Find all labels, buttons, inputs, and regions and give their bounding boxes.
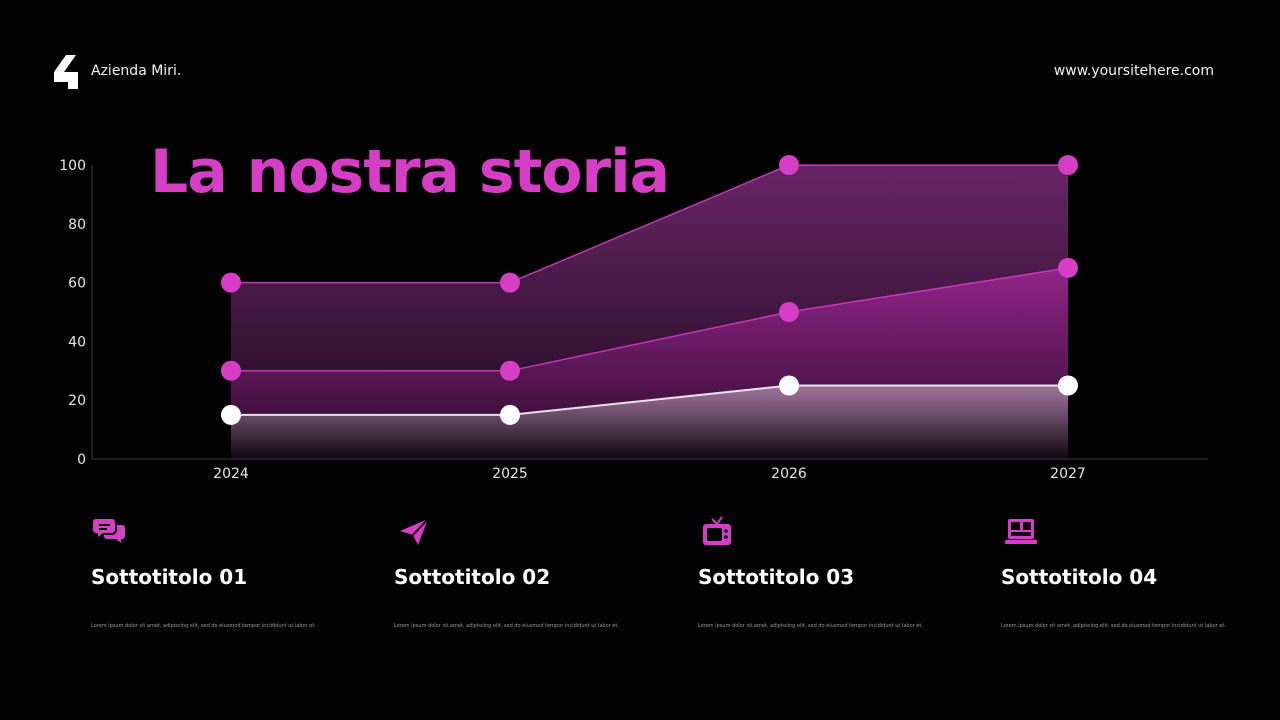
- x-tick-label: 2027: [1050, 466, 1086, 482]
- series-1-line: [231, 164, 1068, 284]
- paper-plane-icon: [400, 518, 429, 545]
- series-3-line: [231, 384, 1068, 416]
- series-2-line: [231, 267, 1069, 372]
- series-2-point[interactable]: [221, 360, 241, 381]
- features-section: Sottotitolo 01 Lorem ipsum dolor sit ame…: [0, 515, 1280, 645]
- video-call-icon: [1005, 519, 1037, 544]
- chat-bubbles-icon: [93, 519, 125, 543]
- x-tick-label: 2024: [213, 466, 249, 482]
- series-1-point[interactable]: [779, 155, 799, 175]
- y-tick-label: 100: [59, 158, 86, 174]
- y-tick-label: 40: [68, 334, 86, 350]
- y-tick-label: 20: [68, 393, 86, 409]
- x-tick-label: 2026: [771, 466, 807, 482]
- feature-text: Lorem ipsum dolor sit amet, adipiscing e…: [394, 623, 619, 629]
- feature-title: Sottotitolo 04: [1001, 565, 1158, 589]
- series-1-point[interactable]: [1058, 155, 1078, 175]
- y-tick-label: 0: [77, 452, 86, 468]
- series-1-point[interactable]: [500, 272, 520, 293]
- series-3-point[interactable]: [779, 375, 799, 396]
- series-3-point[interactable]: [500, 404, 520, 425]
- y-tick-label: 80: [68, 217, 86, 233]
- feature-text: Lorem ipsum dolor sit amet, adipiscing e…: [91, 623, 316, 629]
- feature-text: Lorem ipsum dolor sit amet, adipiscing e…: [698, 623, 923, 629]
- feature-title: Sottotitolo 01: [91, 565, 248, 589]
- series-3-point[interactable]: [1058, 375, 1078, 396]
- x-tick-label: 2025: [492, 466, 528, 482]
- feature-title: Sottotitolo 03: [698, 565, 855, 589]
- series-3-area: [231, 385, 1068, 459]
- brand-logo-icon: [54, 55, 78, 89]
- series-2-point[interactable]: [1058, 257, 1078, 278]
- series-2-point[interactable]: [500, 360, 520, 381]
- tv-icon: [703, 516, 731, 545]
- series-3-point[interactable]: [221, 404, 241, 425]
- brand-name: Azienda Miri.: [91, 63, 182, 79]
- feature-text: Lorem ipsum dolor sit amet, adipiscing e…: [1001, 623, 1226, 629]
- y-tick-label: 60: [68, 276, 86, 292]
- website-link[interactable]: www.yoursitehere.com: [1053, 63, 1214, 79]
- series-2-point[interactable]: [779, 302, 799, 322]
- feature-title: Sottotitolo 02: [394, 565, 551, 589]
- series-1-point[interactable]: [221, 272, 241, 293]
- chart-title: La nostra storia: [150, 137, 670, 207]
